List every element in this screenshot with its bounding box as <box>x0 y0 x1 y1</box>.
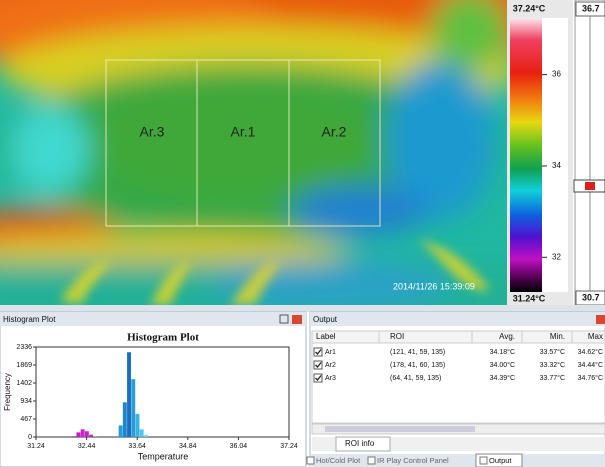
range-top: 36.7 <box>582 3 600 13</box>
x-tick-label: 36.04 <box>230 443 248 450</box>
separator <box>0 305 605 312</box>
table-cell: 33.57°C <box>540 348 565 356</box>
thermal-image <box>0 0 560 322</box>
output-header <box>310 312 605 326</box>
y-tick-label: 1869 <box>16 362 32 369</box>
range-bottom: 30.7 <box>582 292 600 302</box>
table-cell: 34.18°C <box>490 348 515 356</box>
histogram-bar <box>72 436 76 437</box>
x-tick-label: 34.84 <box>179 443 197 450</box>
bottom-tab[interactable]: Output <box>489 456 512 465</box>
color-tick-label: 36 <box>552 70 561 79</box>
table-cell: (178, 41, 60, 135) <box>390 362 445 369</box>
histogram-bar <box>76 432 80 437</box>
bottom-tab[interactable]: Hot/Cold Plot <box>316 456 361 465</box>
output-header-title: Output <box>313 315 338 324</box>
close-button[interactable] <box>292 315 302 324</box>
column-header: Avg. <box>499 332 515 341</box>
y-tick-label: 2336 <box>16 344 32 351</box>
column-header: ROI <box>390 332 404 341</box>
scale-max-label: 37.24°C <box>513 3 546 13</box>
range-marker[interactable] <box>585 182 595 190</box>
table-cell: 34.39°C <box>490 374 515 382</box>
table-cell: 34.00°C <box>490 361 515 369</box>
table-cell: 33.77°C <box>540 374 565 382</box>
tab-icon <box>307 457 314 464</box>
timestamp: 2014/11/26 15:39:09 <box>393 281 475 291</box>
table-cell: Ar3 <box>325 375 336 382</box>
color-tick-label: 34 <box>552 161 561 170</box>
scroll-thumb[interactable] <box>325 426 475 432</box>
color-bar-ticks-area <box>542 18 568 292</box>
table-cell: 33.32°C <box>540 361 565 369</box>
color-bar <box>510 18 542 292</box>
table-cell: 34.62°C <box>578 348 603 356</box>
bottom-tab[interactable]: IR Play Control Panel <box>377 456 449 465</box>
scale-min-label: 31.24°C <box>513 293 546 303</box>
plot-area <box>36 347 289 437</box>
tab-icon <box>368 457 375 464</box>
y-tick-label: 1402 <box>16 380 32 387</box>
table-cell: (64, 41, 59, 135) <box>390 375 441 382</box>
histogram-bar <box>81 429 85 437</box>
row-checkbox[interactable] <box>314 361 322 369</box>
x-tick-label: 32.44 <box>78 443 96 450</box>
table-cell: Ar1 <box>325 349 336 356</box>
roi-label: Ar.1 <box>231 124 256 140</box>
histogram-bar <box>119 425 123 437</box>
column-header: Max <box>588 332 603 341</box>
histogram-header-title: Histogram Plot <box>3 315 56 324</box>
x-tick-label: 31.24 <box>27 443 45 450</box>
column-header: Min. <box>550 332 565 341</box>
output-close[interactable] <box>596 315 605 324</box>
histogram-bar <box>131 379 135 437</box>
row-checkbox[interactable] <box>314 374 322 382</box>
color-tick-label: 32 <box>552 252 561 261</box>
roi-label: Ar.3 <box>140 124 165 140</box>
row-checkbox[interactable] <box>314 348 322 356</box>
y-tick-label: 0 <box>28 434 32 441</box>
roi-info-tab-label[interactable]: ROI info <box>345 439 375 448</box>
table-cell: 34.76°C <box>578 374 603 382</box>
roi-label: Ar.2 <box>322 124 347 140</box>
histogram-bar <box>89 435 93 437</box>
y-tick-label: 934 <box>20 398 32 405</box>
pin-button[interactable] <box>280 315 288 323</box>
chart-title: Histogram Plot <box>127 332 199 344</box>
y-tick-label: 467 <box>20 416 32 423</box>
histogram-bar <box>140 429 144 437</box>
x-axis-label: Temperature <box>138 451 189 461</box>
histogram-bar <box>127 352 131 437</box>
table-cell: Ar2 <box>325 362 336 369</box>
table-cell: (121, 41, 59, 135) <box>390 349 445 356</box>
x-tick-label: 33.64 <box>128 443 146 450</box>
histogram-bar <box>136 414 140 437</box>
tab-icon <box>480 457 487 464</box>
x-tick-label: 37.24 <box>280 443 298 450</box>
y-axis-label: Frequency <box>3 373 12 411</box>
table-cell: 34.44°C <box>578 361 603 369</box>
column-header: Label <box>316 332 336 341</box>
histogram-bar <box>123 402 127 437</box>
histogram-bar <box>144 435 148 437</box>
screen: Ar.3 Ar.1 Ar.2 2014/11/26 15:39:09 37.24°C… <box>0 0 605 467</box>
histogram-bar <box>85 431 89 437</box>
